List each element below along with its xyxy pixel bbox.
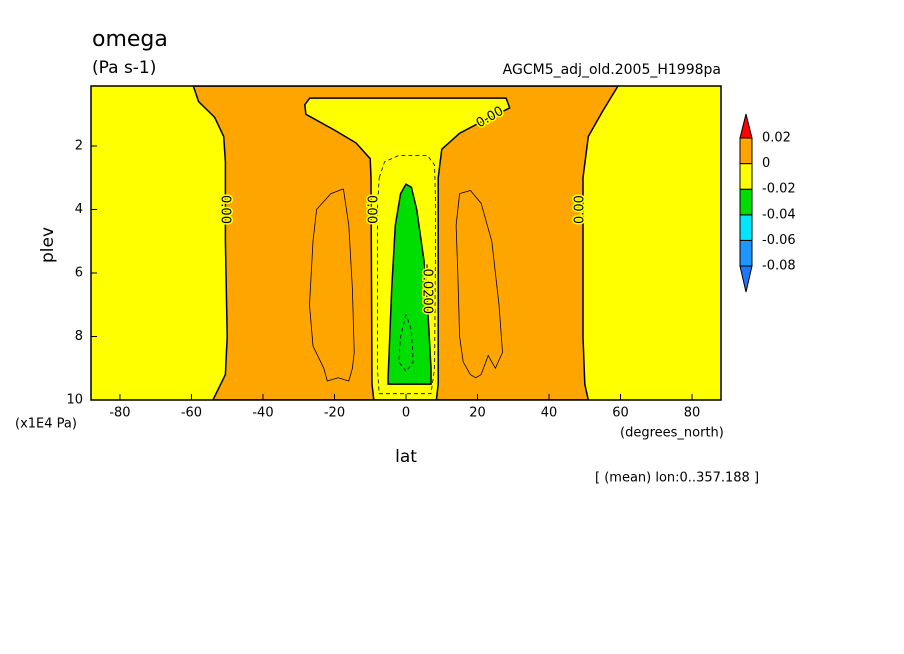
y-tick-label: 8 xyxy=(75,329,83,344)
x-axis-unit: (degrees_north) xyxy=(620,426,724,441)
x-tick-label: 0 xyxy=(402,406,410,421)
chart-subtitle: (Pa s-1) xyxy=(92,58,156,78)
colorbar-label: -0.06 xyxy=(762,233,796,248)
x-tick-label: 20 xyxy=(469,406,486,421)
x-tick-label: 60 xyxy=(612,406,629,421)
x-tick-label: -60 xyxy=(181,406,202,421)
colorbar-band xyxy=(739,188,753,216)
y-tick-label: 6 xyxy=(75,266,83,281)
x-tick-label: -20 xyxy=(324,406,345,421)
y-tick-label: 10 xyxy=(66,393,83,408)
x-axis-label: lat xyxy=(395,447,417,467)
note: [ (mean) lon:0..357.188 ] xyxy=(595,471,759,486)
contour-label: 0.00 xyxy=(218,195,233,224)
x-tick-label: -80 xyxy=(109,406,130,421)
colorbar-band xyxy=(739,239,753,267)
contour-line xyxy=(377,155,437,395)
y-tick-label: 2 xyxy=(75,139,83,154)
colorbar-band xyxy=(739,137,753,165)
colorbar-band xyxy=(739,163,753,190)
y-tick-label: 4 xyxy=(75,202,83,217)
x-tick-label: 80 xyxy=(684,406,701,421)
contour-region xyxy=(387,183,432,385)
colorbar-label: 0 xyxy=(762,156,770,171)
colorbar-band xyxy=(739,214,753,241)
contour-label: 0.00 xyxy=(573,195,588,224)
colorbar-label: 0.02 xyxy=(762,131,791,146)
y-axis-label: plev xyxy=(38,227,58,263)
contour-label: -0.0200 xyxy=(420,264,435,314)
contour-line xyxy=(455,190,503,379)
colorbar-label: -0.04 xyxy=(762,207,796,222)
y-axis-unit: (x1E4 Pa) xyxy=(15,417,77,432)
colorbar-label: -0.08 xyxy=(762,259,796,274)
x-tick-label: -40 xyxy=(252,406,273,421)
chart-title: omega xyxy=(92,27,168,52)
colorbar-extend-low xyxy=(739,265,753,293)
contour-label: 0.00 xyxy=(363,195,378,224)
dataset-label: AGCM5_adj_old.2005_H1998pa xyxy=(503,62,721,78)
contour-line xyxy=(309,188,355,382)
contour-line xyxy=(398,314,414,373)
colorbar-extend-high xyxy=(739,113,753,139)
colorbar-label: -0.02 xyxy=(762,182,796,197)
x-tick-label: 40 xyxy=(541,406,558,421)
